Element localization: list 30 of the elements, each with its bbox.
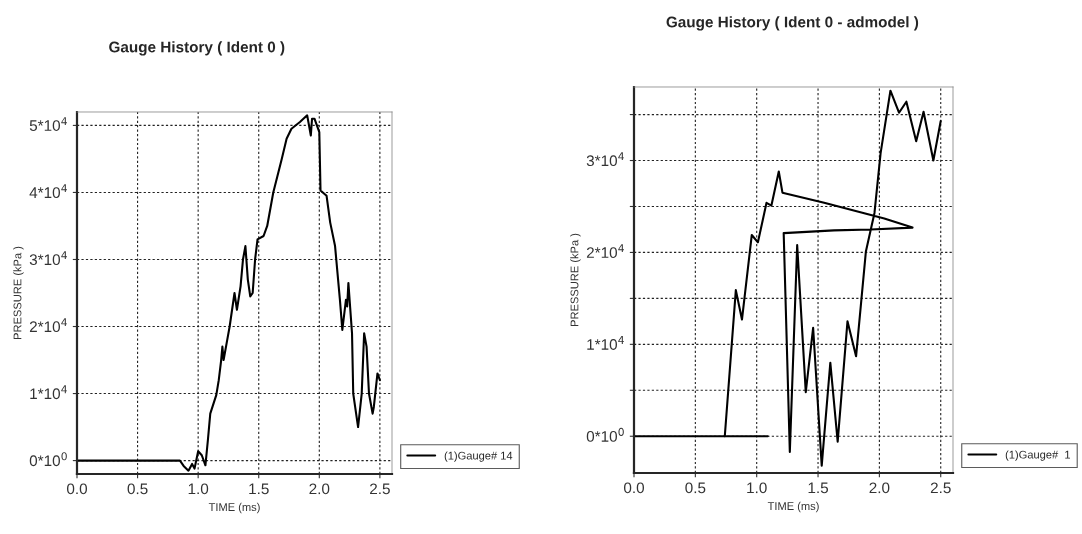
- legend-label: (1)Gauge# 14: [444, 451, 513, 462]
- y-tick-label: 3*10$^{4}$: [29, 251, 67, 266]
- x-tick-label: 2.5: [930, 482, 951, 494]
- y-tick-label: 5*10$^{4}$: [29, 117, 67, 131]
- y-axis-title: PRESSURE (kPa ): [570, 233, 581, 327]
- x-tick-label: 1.0: [747, 482, 767, 494]
- y-tick-label: 0*10$^{0}$: [29, 452, 67, 467]
- y-tick-label: 2*10$^{4}$: [29, 318, 67, 333]
- x-tick-label: 0.0: [623, 482, 645, 494]
- chart-title: Gauge History ( Ident 0 - admodel ): [666, 16, 919, 31]
- x-axis-title: TIME (ms): [208, 502, 260, 514]
- y-tick-label: 1*10$^{4}$: [30, 385, 67, 400]
- y-tick-label: 2*10$^{4}$: [586, 244, 624, 259]
- y-tick-label: 4*10$^{4}$: [29, 184, 67, 199]
- y-tick-label: 1*10$^{4}$: [587, 336, 624, 350]
- x-tick-label: 2.0: [309, 483, 330, 495]
- y-tick-label: 0*10$^{0}$: [586, 427, 624, 442]
- x-tick-label: 1.0: [188, 483, 209, 495]
- chart-title: Gauge History ( Ident 0 ): [109, 41, 285, 56]
- y-axis-title: PRESSURE (kPa ): [13, 246, 24, 340]
- x-tick-label: 0.5: [685, 482, 706, 494]
- y-tick-label: 3*10$^{4}$: [586, 152, 624, 167]
- x-tick-label: 0.0: [66, 483, 88, 495]
- x-tick-label: 2.5: [370, 483, 390, 495]
- legend-label: (1)Gauge# 1: [1005, 450, 1071, 461]
- x-tick-label: 0.5: [127, 483, 148, 495]
- x-tick-label: 2.0: [869, 482, 890, 494]
- x-tick-label: 1.5: [808, 482, 829, 494]
- x-tick-label: 1.5: [249, 483, 269, 495]
- x-axis-title: TIME (ms): [767, 501, 819, 513]
